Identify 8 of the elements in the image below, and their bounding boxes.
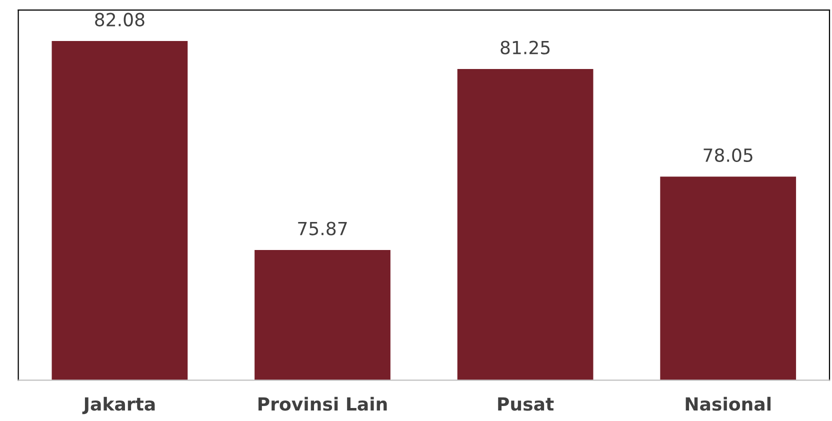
data-label: 78.05 <box>704 148 752 162</box>
x-tick-label: Pusat <box>498 397 554 411</box>
x-tick-label: Nasional <box>686 396 771 411</box>
data-label: 75.87 <box>298 222 347 236</box>
data-label: 82.08 <box>95 12 144 26</box>
data-label: 81.25 <box>500 40 550 54</box>
x-tick-label: Provinsi Lain <box>258 396 387 411</box>
x-tick-label: Jakarta <box>82 396 155 414</box>
